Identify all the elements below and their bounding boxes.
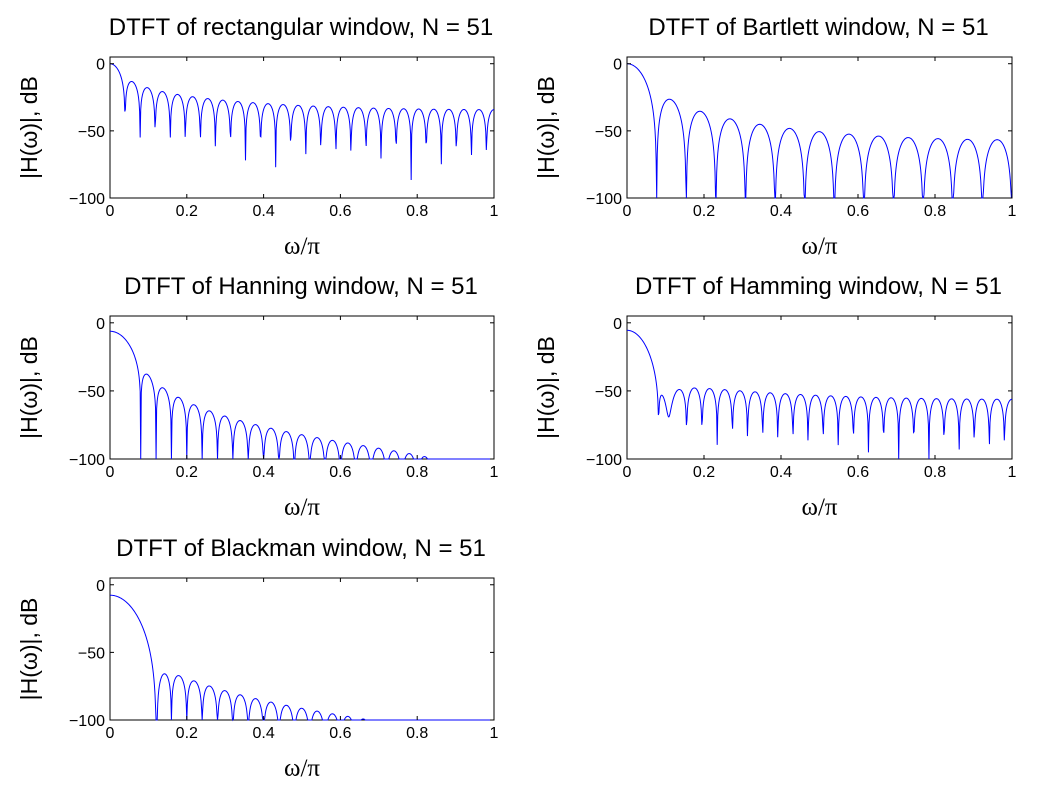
x-tick-label: 0.6 [329, 203, 351, 220]
subplot-bartlett: 0 0.2 0.4 0.6 0.8 1 0 −50 −100 DTFT of Bartlett w… [533, 14, 1017, 260]
y-tick-label: −50 [78, 645, 105, 662]
x-tick-label: 0.2 [176, 203, 198, 220]
x-tick-label: 1 [490, 203, 499, 220]
subplot-rectangular: 0 0.2 0.4 0.6 0.8 1 0 −50 −100 DTFT of rectangula… [16, 14, 499, 260]
y-tick-label: 0 [613, 57, 622, 74]
y-axis-label: |H(ω)|, dB [533, 336, 559, 439]
series-line-blackman [109, 594, 494, 722]
x-tick-label: 1 [490, 464, 499, 481]
x-tick-label: 0.8 [406, 464, 428, 481]
x-tick-label: 0.6 [847, 203, 869, 220]
x-tick-label: 0.6 [847, 464, 869, 481]
x-axis-label: ω/π [801, 233, 837, 260]
y-tick-label: −50 [595, 124, 622, 141]
x-tick-label: 0 [106, 725, 115, 742]
x-tick-label: 0.4 [770, 203, 792, 220]
y-axis-label: |H(ω)|, dB [16, 598, 42, 701]
x-tick-label: 0.2 [176, 725, 198, 742]
x-tick-label: 0 [106, 464, 115, 481]
subplot-title: DTFT of rectangular window, N = 51 [109, 14, 493, 41]
x-tick-label: 0 [623, 203, 632, 220]
x-axis-label: ω/π [284, 494, 320, 521]
x-tick-label: 0.4 [252, 464, 274, 481]
y-tick-label: −100 [69, 713, 105, 730]
x-tick-label: 0.8 [924, 203, 946, 220]
y-tick-label: −100 [586, 191, 622, 208]
x-tick-label: 0.2 [176, 464, 198, 481]
x-tick-label: 0.8 [406, 203, 428, 220]
x-tick-label: 0 [106, 203, 115, 220]
x-tick-label: 0.2 [693, 464, 715, 481]
series-line-rectangular [109, 63, 495, 181]
subplot-hamming: 0 0.2 0.4 0.6 0.8 1 0 −50 −100 DTFT of Hamming wi… [533, 273, 1017, 521]
plot-area [626, 56, 1013, 199]
y-tick-label: 0 [613, 316, 622, 333]
subplot-title: DTFT of Blackman window, N = 51 [116, 535, 486, 562]
plot-area [626, 315, 1013, 460]
subplot-title: DTFT of Hanning window, N = 51 [124, 273, 478, 300]
series-line-bartlett [626, 63, 1012, 199]
x-axis-label: ω/π [284, 233, 320, 260]
x-tick-label: 0.4 [770, 464, 792, 481]
x-tick-label: 0 [623, 464, 632, 481]
x-tick-label: 0.8 [406, 725, 428, 742]
y-axis-label: |H(ω)|, dB [16, 76, 42, 179]
x-tick-label: 0.4 [252, 203, 274, 220]
x-tick-label: 1 [490, 725, 499, 742]
y-tick-label: −100 [69, 452, 105, 469]
subplot-hanning: 0 0.2 0.4 0.6 0.8 1 0 −50 −100 DTFT of Hanning wi… [16, 273, 499, 521]
x-axis-label: ω/π [801, 494, 837, 521]
y-tick-label: −50 [78, 384, 105, 401]
y-axis-label: |H(ω)|, dB [533, 76, 559, 179]
x-tick-label: 0.2 [693, 203, 715, 220]
y-tick-label: −100 [586, 452, 622, 469]
x-tick-label: 1 [1008, 464, 1017, 481]
y-tick-label: −100 [69, 191, 105, 208]
x-tick-label: 0.4 [252, 725, 274, 742]
subplot-blackman: 0 0.2 0.4 0.6 0.8 1 0 −50 −100 DTFT of Blackman w… [16, 535, 499, 782]
plot-area [109, 56, 495, 199]
y-tick-label: 0 [96, 316, 105, 333]
x-tick-label: 0.8 [924, 464, 946, 481]
y-tick-label: −50 [78, 124, 105, 141]
series-line-hamming [626, 329, 1013, 460]
y-tick-label: 0 [96, 578, 105, 595]
plot-area [109, 315, 495, 460]
y-tick-label: 0 [96, 57, 105, 74]
y-tick-label: −50 [595, 384, 622, 401]
x-tick-label: 0.6 [329, 464, 351, 481]
x-tick-label: 1 [1008, 203, 1017, 220]
plot-area [109, 577, 495, 721]
series-line-hanning [109, 330, 494, 460]
subplot-title: DTFT of Hamming window, N = 51 [635, 273, 1002, 300]
x-axis-label: ω/π [284, 755, 320, 782]
subplot-title: DTFT of Bartlett window, N = 51 [648, 14, 988, 41]
x-tick-label: 0.6 [329, 725, 351, 742]
y-axis-label: |H(ω)|, dB [16, 336, 42, 439]
